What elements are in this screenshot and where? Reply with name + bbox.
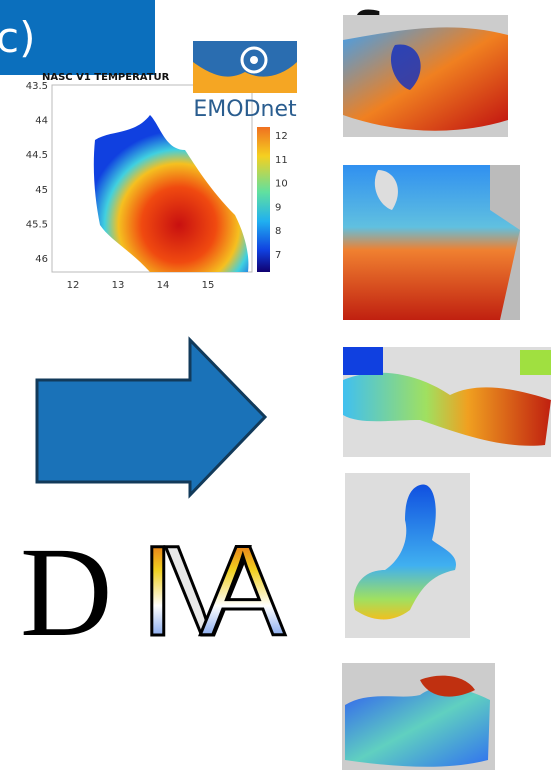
y-tick-label: 45 [35,185,48,196]
x-tick-label: 15 [202,280,215,291]
logo-dot [250,56,258,64]
label-box [0,0,155,75]
logo-wave [193,62,297,93]
map-mediterranean [343,347,551,457]
y-tick-label: 44.5 [26,150,48,161]
y-tick-label: 46 [35,254,48,265]
y-tick-label: 45.5 [26,219,48,230]
y-tick-label: 44 [35,116,48,127]
diva-letter: V [165,520,250,663]
diva-letter: D [20,521,112,663]
colorbar [257,127,270,272]
logo-mark [240,46,268,74]
map-black-sea [342,663,495,770]
temperature-field [93,115,249,272]
y-tick-label: 43.5 [26,81,48,92]
x-tick-label: 13 [112,280,125,291]
map-atlantic [343,165,520,320]
logo-text: EMODnet [193,97,297,122]
arrow [35,336,268,499]
colorbar-tick-label: 12 [275,131,288,142]
map-arctic [343,15,508,137]
colorbar-tick-label: 10 [275,179,288,190]
panel-label: c) [0,13,35,62]
x-tick-label: 14 [157,280,170,291]
map-baltic [345,473,470,638]
diva-letter: I [140,520,176,663]
x-tick-label: 12 [67,280,80,291]
colorbar-tick-label: 8 [275,226,281,237]
colorbar-tick-label: 7 [275,250,281,261]
diva-letter: A [200,520,286,663]
colorbar-tick-label: 11 [275,155,288,166]
plot-title: NASC V1 TEMPERATUR [42,72,170,83]
plot-ticks: 43.5 44 44.5 45 45.5 46 12 13 14 15 12 11 10 9 8 7 [26,81,288,291]
colorbar-tick-label: 9 [275,202,281,213]
